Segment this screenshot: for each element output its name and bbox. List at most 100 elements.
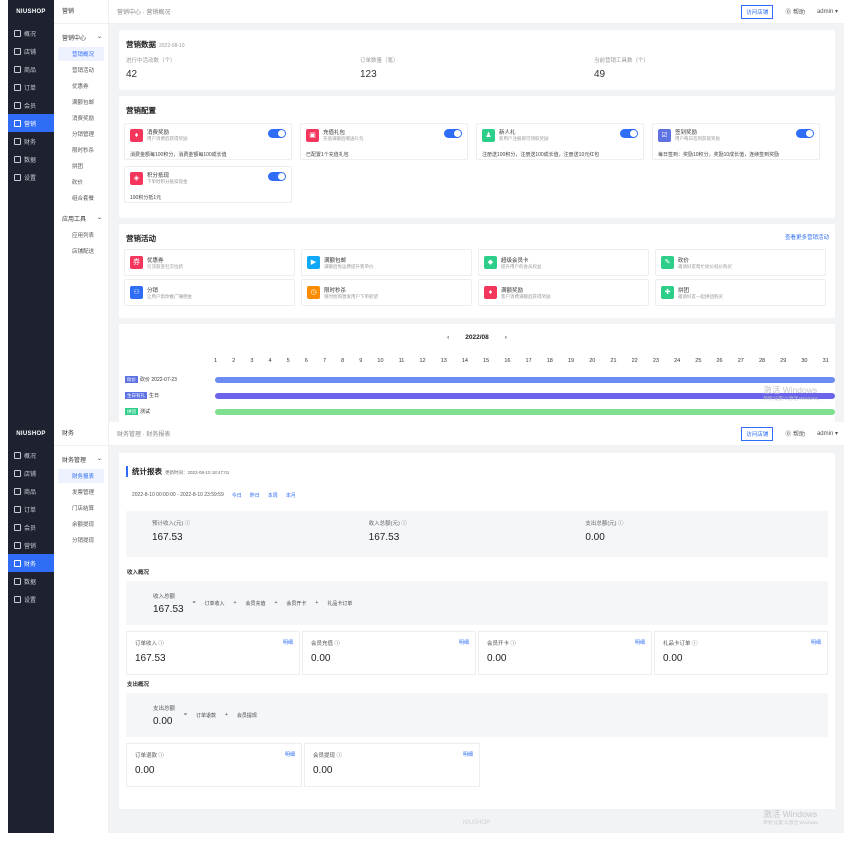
- nav-item-5[interactable]: 营销: [8, 536, 54, 554]
- card-title-text: 营销数据: [126, 40, 156, 49]
- finance-item: 会员开卡 ⓘ 0.00 明细: [478, 631, 652, 675]
- config-toggle[interactable]: [620, 129, 638, 138]
- help-link[interactable]: ⓪ 帮助: [785, 432, 805, 438]
- nav-item-3[interactable]: 订单: [8, 500, 54, 518]
- activity-item[interactable]: ◷ 限时秒杀 限时抢购激发用户下单欲望: [301, 279, 472, 306]
- calendar-row[interactable]: 砍价 砍价 2022-07-23: [125, 375, 835, 384]
- sub-group-app-tools[interactable]: 应用工具 ⌄: [54, 205, 108, 226]
- formula-term: 订单收入: [204, 600, 225, 607]
- prev-month-icon[interactable]: ‹: [447, 334, 450, 341]
- detail-link[interactable]: 明细: [634, 640, 645, 646]
- sub-sidebar-item[interactable]: 营销活动: [72, 68, 95, 74]
- detail-link[interactable]: 明细: [462, 752, 473, 758]
- sub-sidebar-item[interactable]: 应用列表: [72, 233, 95, 239]
- sub-sidebar-item[interactable]: 拼团: [72, 164, 84, 170]
- nav-item-2[interactable]: 商品: [8, 482, 54, 500]
- marketing-icon: [14, 541, 21, 549]
- nav-item-0[interactable]: 概况: [8, 446, 54, 464]
- calendar-row[interactable]: 生日有礼 生日: [125, 391, 835, 400]
- config-toggle[interactable]: [268, 172, 286, 181]
- sub-sidebar-item[interactable]: 营销概况: [58, 47, 104, 61]
- activity-item[interactable]: 券优惠券 引流裂变社交拉新: [124, 249, 295, 276]
- income-total-value: 167.53: [153, 603, 184, 615]
- info-icon: ⓘ: [509, 641, 517, 647]
- sub-sidebar-item[interactable]: 门店结算: [72, 506, 95, 512]
- info-icon: ⓘ: [616, 521, 624, 527]
- nav-item-6[interactable]: 财务: [8, 132, 54, 150]
- detail-link[interactable]: 明细: [810, 640, 821, 646]
- nav-item-7[interactable]: 数据: [8, 572, 54, 590]
- config-toggle[interactable]: [796, 129, 814, 138]
- config-rule: 注册送100积分，注册送100成长值，注册送10元红包: [482, 152, 600, 158]
- activity-item[interactable]: ♦ 满额奖励 客户消费满额后获得奖励: [478, 279, 649, 306]
- nav-item-8[interactable]: 设置: [8, 590, 54, 608]
- sub-group-marketing-center[interactable]: 营销中心 ⌄: [54, 24, 108, 45]
- nav-item-7[interactable]: 数据: [8, 150, 54, 168]
- info-icon: ⓘ: [157, 753, 165, 759]
- activity-item[interactable]: ✚ 拼团 邀请好友一起拼团购买: [655, 279, 826, 306]
- nav-item-2[interactable]: 商品: [8, 60, 54, 78]
- range-link[interactable]: 今日: [231, 493, 242, 499]
- calendar-row[interactable]: 拼团 测试: [125, 407, 835, 416]
- calendar-day: 1: [214, 358, 218, 364]
- sub-sidebar-item[interactable]: 发票管理: [72, 490, 95, 496]
- activity-name: 优惠券: [147, 258, 164, 264]
- activity-item[interactable]: ▶ 满额包邮 满额后免运费提升客单价: [301, 249, 472, 276]
- detail-link[interactable]: 明细: [458, 640, 469, 646]
- next-month-icon[interactable]: ›: [504, 334, 507, 341]
- range-link[interactable]: 本周: [267, 493, 278, 499]
- sub-sidebar-item[interactable]: 店铺配送: [72, 249, 95, 255]
- nav-item-1[interactable]: 店铺: [8, 42, 54, 60]
- plus-sign: +: [315, 600, 319, 606]
- sub-sidebar-item[interactable]: 限时秒杀: [72, 148, 95, 154]
- nav-item-4[interactable]: 会员: [8, 96, 54, 114]
- activity-desc: 邀请好友帮忙砍价低价购买: [678, 264, 732, 269]
- visit-store-button[interactable]: 访问店铺: [741, 426, 774, 441]
- nav-item-1[interactable]: 店铺: [8, 464, 54, 482]
- coupon-icon: 券: [130, 256, 143, 269]
- sub-sidebar-item[interactable]: 分销提现: [72, 538, 95, 544]
- detail-link[interactable]: 明细: [284, 752, 295, 758]
- expense-total: 支出总额 0.00: [153, 704, 175, 727]
- sub-sidebar-item[interactable]: 优惠券: [72, 84, 89, 90]
- config-toggle[interactable]: [444, 129, 462, 138]
- nav-item-6[interactable]: 财务: [8, 554, 54, 572]
- activity-bar: [215, 392, 835, 399]
- range-link[interactable]: 昨日: [249, 493, 260, 499]
- nav-item-0[interactable]: 概况: [8, 24, 54, 42]
- nav-item-8[interactable]: 设置: [8, 168, 54, 186]
- sub-sidebar-item[interactable]: 财务报表: [58, 469, 104, 483]
- sub-sidebar-item[interactable]: 余额提现: [72, 522, 95, 528]
- sub-sidebar-item[interactable]: 砍价: [72, 180, 84, 186]
- detail-link[interactable]: 明细: [282, 640, 293, 646]
- activity-calendar: ‹ 2022/08 › 1 2 3 4 5 6 7 8 9 10 11 12 13 14 15 16 17 18 19 2…: [119, 324, 835, 422]
- sub-sidebar-item[interactable]: 组合套餐: [72, 196, 95, 202]
- plus-sign: +: [274, 600, 278, 606]
- nav-item-4[interactable]: 会员: [8, 518, 54, 536]
- nav-item-label: 设置: [24, 597, 37, 604]
- sub-sidebar-item[interactable]: 消费奖励: [72, 116, 95, 122]
- sub-sidebar-item[interactable]: 分销管理: [72, 132, 95, 138]
- sub-sidebar-item[interactable]: 满额包邮: [72, 100, 95, 106]
- activity-item[interactable]: ◆ 超级会员卡 提升用户的会员权益: [478, 249, 649, 276]
- report-title-text: 统计报表: [132, 467, 162, 476]
- activity-item[interactable]: ✎ 砍价 邀请好友帮忙砍价低价购买: [655, 249, 826, 276]
- calendar-day: 10: [377, 358, 384, 364]
- nav-item-5[interactable]: 营销: [8, 114, 54, 132]
- config-toggle[interactable]: [268, 129, 286, 138]
- visit-store-button[interactable]: 访问店铺: [741, 4, 774, 19]
- admin-menu[interactable]: admin ▾: [816, 9, 838, 15]
- finance-item-label-text: 会员开卡: [487, 641, 510, 647]
- breadcrumb: 财务管理 · 财务报表: [117, 432, 171, 438]
- activity-name: 超级会员卡: [501, 258, 529, 264]
- admin-menu[interactable]: admin ▾: [816, 431, 838, 437]
- nav-item-3[interactable]: 订单: [8, 78, 54, 96]
- help-link[interactable]: ⓪ 帮助: [785, 10, 805, 16]
- range-link[interactable]: 本月: [285, 493, 296, 499]
- activity-bar: [215, 376, 835, 383]
- sub-group-finance[interactable]: 财务管理 ⌄: [54, 446, 108, 467]
- view-more-activities-link[interactable]: 查看更多营销活动: [784, 235, 829, 241]
- income-total-label: 收入总额: [153, 593, 176, 600]
- calendar-day: 28: [758, 358, 766, 364]
- activity-item[interactable]: ⚇ 分销 让用户帮你推广赚佣金: [124, 279, 295, 306]
